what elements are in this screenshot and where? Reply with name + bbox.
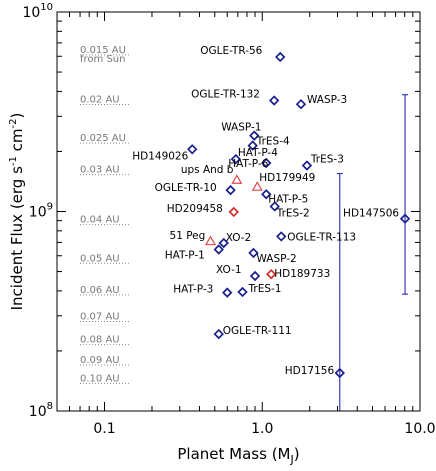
planet-label-hd179949: HD179949	[259, 172, 315, 184]
marker-hat-p-3	[222, 287, 233, 298]
planet-label-ogle-tr-111: OGLE-TR-111	[223, 325, 292, 337]
marker-tres-3	[301, 160, 313, 171]
marker-hat-p-4	[230, 153, 242, 165]
distance-label: 0.015 AU	[80, 45, 126, 56]
distance-label: 0.08 AU	[80, 335, 120, 346]
planet-label-ogle-tr-10: OGLE-TR-10	[155, 182, 217, 194]
distance-label: 0.04 AU	[80, 215, 120, 226]
planet-label-ogle-tr-113: OGLE-TR-113	[287, 231, 356, 243]
distance-label: 0.06 AU	[80, 285, 120, 296]
error-bar-hd17156	[336, 172, 343, 411]
marker-ogle-tr-10	[225, 184, 236, 196]
planet-label-wasp-2: WASP-2	[256, 253, 296, 265]
distance-label: 0.07 AU	[80, 311, 120, 322]
marker-wasp-1	[249, 130, 260, 141]
planet-label-hd17156: HD17156	[285, 365, 335, 377]
planet-label-hd209458: HD209458	[167, 203, 223, 215]
data-markers	[187, 51, 411, 379]
y-tick-label: 109	[29, 202, 53, 221]
planet-label-hat-p-5: HAT-P-5	[268, 193, 308, 205]
planet-label-hat-p-3: HAT-P-3	[173, 284, 213, 296]
marker-hd209458	[228, 206, 239, 218]
planet-label-hd189733: HD189733	[274, 268, 330, 280]
planet-label-wasp-1: WASP-1	[221, 122, 261, 134]
planet-label-51-peg: 51 Peg	[170, 230, 206, 242]
error-bars	[336, 94, 409, 411]
marker-tres-2	[269, 201, 280, 212]
marker-hd189733	[266, 268, 277, 280]
x-tick-label: 1.0	[251, 421, 273, 437]
x-axis-title: Planet Mass (MJ)	[177, 445, 299, 466]
marker-ogle-tr-132	[268, 95, 280, 106]
marker-xo-2	[218, 237, 229, 249]
planet-label-ogle-tr-132: OGLE-TR-132	[191, 89, 260, 101]
distance-label: 0.025 AU	[80, 133, 126, 144]
distance-label: from Sun	[80, 54, 125, 65]
y-axis-title: Incident Flux (erg s-1 cm-2)	[8, 113, 26, 311]
planet-label-ogle-tr-56: OGLE-TR-56	[200, 45, 262, 57]
error-bar-hd147506	[402, 94, 409, 295]
marker-hd149026	[187, 144, 198, 155]
planet-label-ups-and-b: ups And b	[181, 164, 234, 176]
x-tick-label: 10.0	[404, 421, 435, 437]
planet-label-hat-p-4: HAT-P-4	[238, 147, 278, 159]
planet-label-xo-1: XO-1	[216, 264, 242, 276]
distance-label: 0.09 AU	[80, 355, 120, 366]
marker-hat-p-5	[261, 189, 272, 200]
marker-ogle-tr-113	[276, 231, 287, 242]
marker-tres-1	[237, 286, 248, 298]
planet-label-hat-p-1: HAT-P-1	[165, 249, 205, 261]
planet-label-hat-p-6: HAT-P-6	[228, 158, 268, 170]
planet-label-wasp-3: WASP-3	[307, 94, 347, 106]
planet-label-tres-4: TrES-4	[256, 136, 290, 148]
marker-ogle-tr-56	[275, 51, 286, 63]
planet-label-hd149026: HD149026	[132, 150, 188, 162]
marker-hat-p-1	[213, 244, 224, 255]
marker-hd179949	[251, 181, 263, 191]
planet-label-tres-2: TrES-2	[276, 207, 310, 219]
planet-label-tres-1: TrES-1	[248, 283, 282, 295]
distance-label: 0.10 AU	[80, 373, 120, 384]
marker-hd147506	[399, 213, 411, 224]
marker-wasp-2	[248, 247, 259, 259]
y-tick-label: 108	[29, 401, 53, 420]
marker-tres-4	[247, 140, 258, 151]
y-tick-label: 1010	[22, 2, 53, 21]
planet-label-tres-3: TrES-3	[310, 154, 344, 166]
marker-wasp-3	[295, 99, 307, 110]
marker-ups-and-b	[231, 174, 243, 184]
distance-label: 0.05 AU	[80, 253, 120, 264]
marker-hd17156	[334, 367, 345, 379]
marker-51-peg	[204, 235, 217, 246]
marker-hat-p-6	[261, 157, 272, 169]
marker-xo-1	[249, 270, 261, 282]
axis-ticks: 0.1 1.0 10.0 108 109 1010	[22, 2, 435, 437]
marker-ogle-tr-111	[213, 328, 224, 340]
distance-label: 0.02 AU	[80, 94, 120, 105]
distance-label: 0.03 AU	[80, 165, 120, 176]
planet-label-hd147506: HD147506	[343, 208, 399, 220]
x-tick-label: 0.1	[93, 421, 115, 437]
planet-label-xo-2: XO-2	[226, 232, 252, 244]
